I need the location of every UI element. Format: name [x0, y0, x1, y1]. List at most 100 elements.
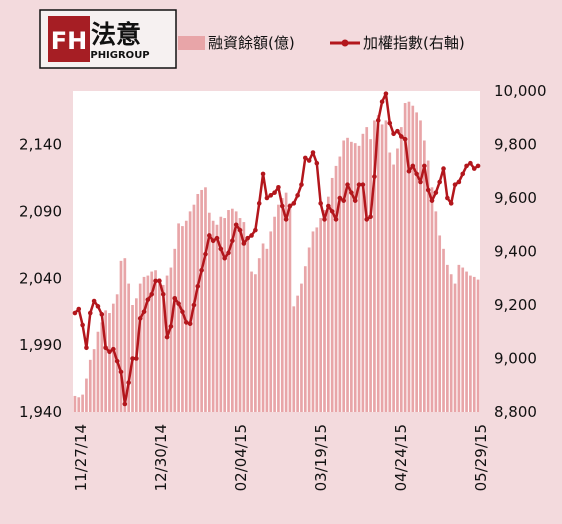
margin-balance-bar	[181, 226, 184, 412]
index-point	[310, 150, 316, 155]
x-axis-ticks: 11/27/14 12/30/14 02/04/15 03/19/15 04/24/15…	[72, 424, 490, 491]
index-point	[291, 201, 297, 206]
index-point	[153, 278, 158, 284]
margin-balance-bar	[307, 247, 311, 412]
index-point	[349, 190, 354, 195]
index-point	[456, 179, 462, 185]
index-point	[276, 185, 281, 190]
index-point	[272, 190, 277, 195]
margin-balance-bar	[154, 270, 157, 412]
margin-balance-bar	[472, 276, 476, 412]
index-point	[230, 238, 235, 244]
index-point	[172, 296, 178, 301]
index-point	[375, 118, 381, 123]
margin-balance-bar	[384, 120, 388, 413]
margin-balance-bar	[430, 187, 434, 412]
index-point	[210, 238, 216, 244]
index-point	[264, 195, 270, 201]
margin-balance-bar	[334, 165, 338, 412]
index-point	[268, 193, 274, 198]
margin-balance-bar	[350, 141, 353, 412]
index-point	[207, 233, 212, 238]
margin-balance-bar	[296, 295, 299, 412]
margin-balance-bar	[311, 231, 315, 412]
margin-balance-bar	[73, 395, 77, 412]
margin-balance-bar	[234, 211, 238, 413]
index-point	[441, 166, 446, 171]
logo-mark-icon	[48, 16, 90, 62]
index-point	[372, 174, 377, 179]
margin-balance-bar	[219, 216, 223, 412]
margin-balance-bar	[108, 313, 111, 412]
index-point	[287, 203, 293, 209]
right-axis-tick-label: 9,000	[494, 350, 537, 368]
index-point	[218, 246, 224, 252]
index-point	[402, 136, 408, 142]
margin-balance-bar	[138, 283, 142, 412]
margin-balance-bar	[88, 359, 92, 412]
margin-balance-bar	[476, 279, 480, 412]
margin-balance-bar	[211, 220, 215, 412]
index-point	[80, 322, 85, 328]
index-point	[406, 168, 412, 174]
index-point	[122, 401, 128, 407]
index-point	[299, 182, 304, 187]
legend-bar-swatch	[178, 36, 205, 50]
index-point	[464, 163, 469, 169]
logo-mark-text: FH	[51, 27, 87, 55]
margin-balance-bar	[111, 303, 115, 412]
margin-balance-bar	[227, 210, 230, 412]
index-markers	[72, 91, 481, 407]
margin-balance-bar	[184, 220, 188, 412]
index-point	[322, 217, 327, 222]
margin-balance-bar	[373, 120, 376, 413]
right-axis-tick-label: 8,800	[494, 403, 537, 421]
index-point	[118, 369, 124, 375]
margin-balance-bar	[115, 294, 119, 412]
margin-balance-bar	[403, 103, 407, 412]
index-point	[352, 198, 358, 203]
index-point	[326, 203, 331, 209]
index-point	[249, 233, 254, 238]
index-point	[460, 171, 466, 177]
legend: 融資餘額(億) 加權指數(右軸)	[178, 34, 465, 52]
margin-balance-bar	[96, 331, 100, 412]
margin-balance-bar	[204, 187, 207, 412]
margin-balance-bar	[361, 133, 365, 413]
index-point	[475, 163, 481, 169]
margin-balance-bar	[188, 211, 192, 413]
margin-balance-bar	[465, 271, 468, 412]
margin-balance-bar	[461, 267, 465, 412]
margin-balance-bar	[319, 218, 322, 412]
phigroup-logo: FH 法意 PHIGROUP	[39, 9, 177, 69]
margin-balance-bar	[261, 243, 265, 412]
x-axis-tick-label: 03/19/15	[312, 424, 330, 491]
x-axis-tick-label: 12/30/14	[152, 424, 170, 491]
margin-balance-bar	[330, 177, 334, 412]
margin-balance-bar	[365, 127, 369, 413]
index-point	[203, 251, 208, 257]
margin-balance-bar	[169, 267, 173, 412]
index-point	[226, 250, 231, 256]
index-point	[314, 160, 320, 166]
index-point	[199, 267, 204, 273]
index-point	[245, 235, 250, 241]
margin-balance-bar	[250, 271, 253, 412]
margin-balance-bar	[223, 218, 227, 412]
margin-balance-bar	[269, 231, 273, 412]
index-point	[360, 182, 366, 187]
margin-balance-bar	[415, 112, 418, 413]
margin-balance-bar	[280, 198, 284, 412]
margin-balance-bar	[165, 275, 169, 412]
index-point	[283, 217, 289, 222]
index-point	[137, 316, 143, 321]
right-axis-tick-label: 9,600	[494, 189, 537, 207]
index-point	[130, 356, 135, 361]
margin-balance-bar	[177, 223, 180, 412]
margin-balance-bar	[342, 140, 346, 413]
index-point	[468, 160, 473, 166]
margin-balance-bar	[231, 208, 234, 412]
margin-balance-bar	[411, 105, 415, 413]
x-axis-tick-label: 05/29/15	[472, 424, 490, 491]
